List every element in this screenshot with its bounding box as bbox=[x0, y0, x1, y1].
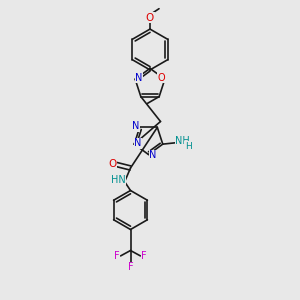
Text: F: F bbox=[114, 251, 119, 261]
Text: N: N bbox=[149, 150, 157, 160]
Text: O: O bbox=[108, 159, 116, 170]
Text: O: O bbox=[146, 13, 154, 23]
Text: N: N bbox=[132, 122, 140, 131]
Text: NH: NH bbox=[176, 136, 190, 146]
Text: N: N bbox=[135, 73, 142, 83]
Text: HN: HN bbox=[111, 175, 126, 185]
Text: H: H bbox=[185, 142, 192, 151]
Text: F: F bbox=[142, 251, 147, 261]
Text: N: N bbox=[134, 138, 142, 148]
Text: F: F bbox=[128, 262, 133, 272]
Text: O: O bbox=[158, 73, 165, 83]
